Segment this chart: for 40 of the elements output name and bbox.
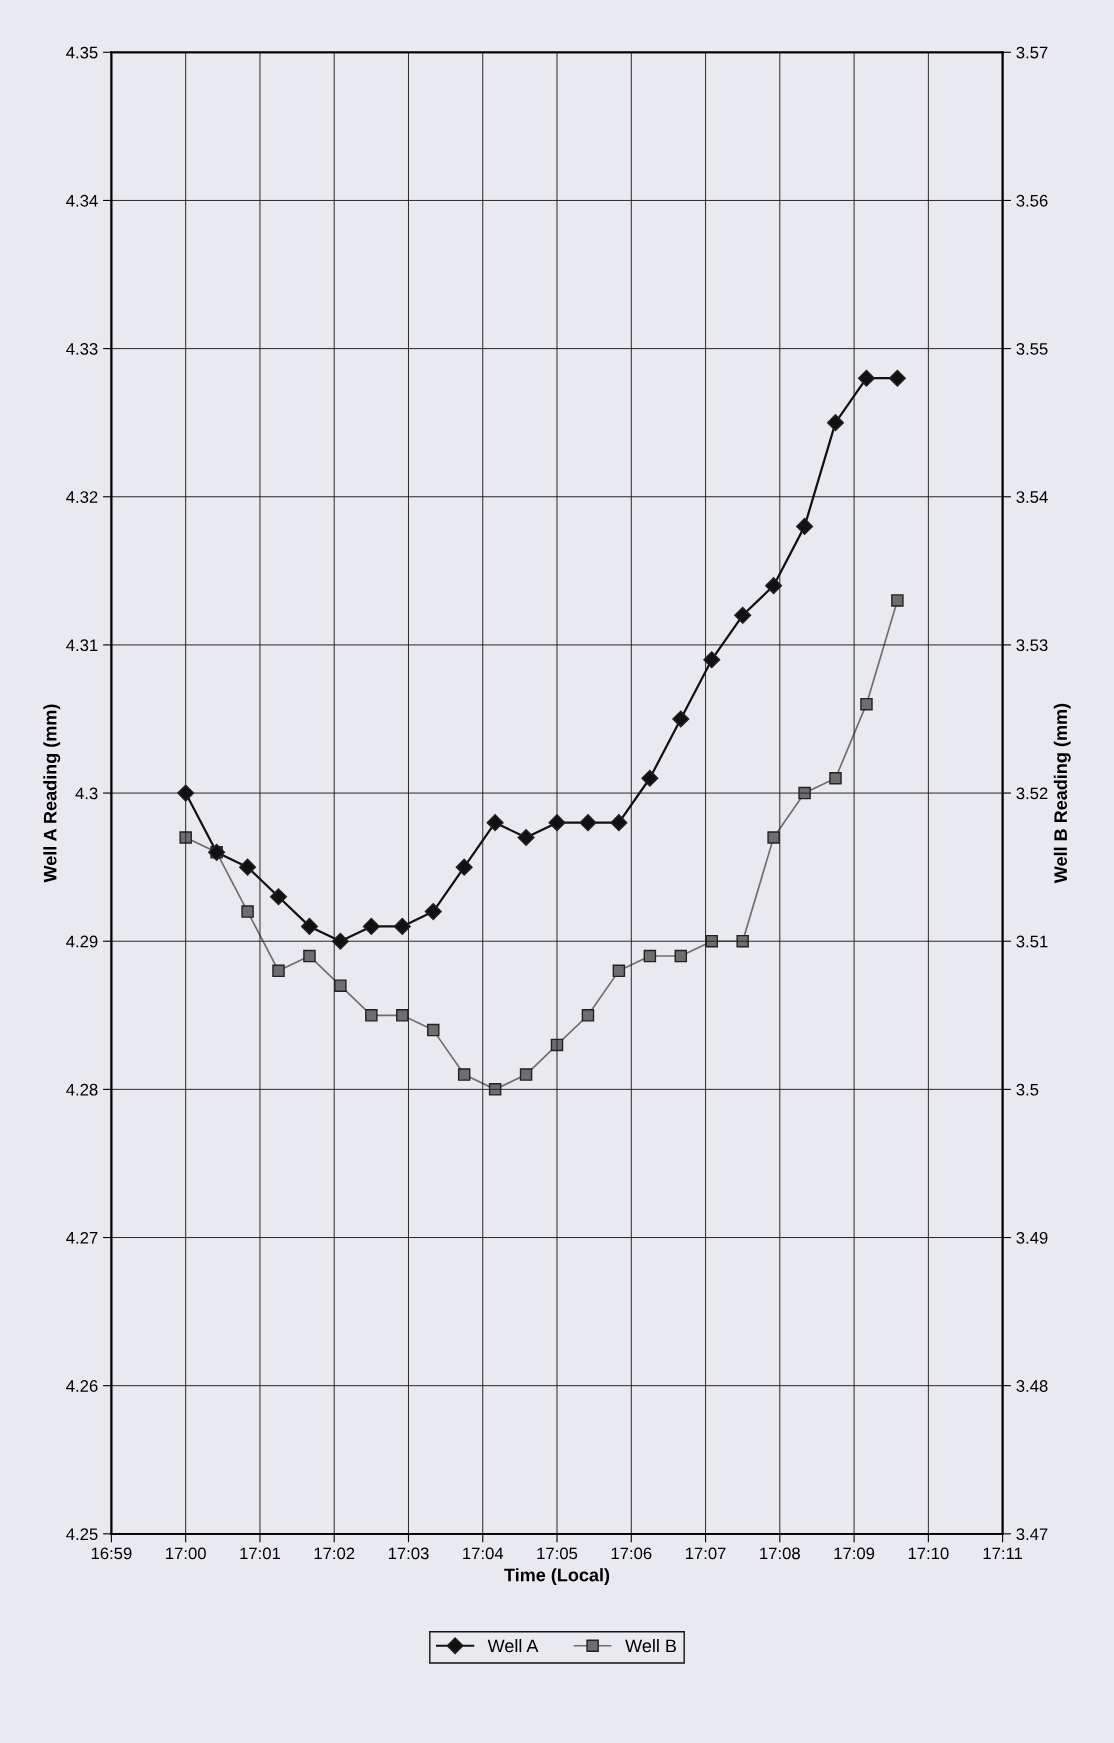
y2-tick-label: 3.55 <box>1016 343 1048 355</box>
y-tick-label: 4.27 <box>66 1231 98 1244</box>
x-tick-label: 17:05 <box>537 1547 578 1560</box>
legend-label: Well B <box>625 1638 677 1653</box>
y2-tick-label: 3.48 <box>1016 1380 1048 1392</box>
y-tick-label: 4.26 <box>66 1380 98 1392</box>
x-tick-label: 17:00 <box>166 1547 206 1560</box>
y-axis-title: Well A Reading (mm) <box>43 704 61 883</box>
x-tick-label: 17:06 <box>611 1547 652 1560</box>
x-tick-label: 17:09 <box>834 1547 875 1560</box>
x-tick-label: 17:02 <box>314 1547 355 1560</box>
y2-axis-title: Well B Reading (mm) <box>1053 703 1071 884</box>
y2-tick-label: 3.54 <box>1016 491 1048 503</box>
y2-tick-label: 3.57 <box>1016 46 1048 59</box>
y2-tick-label: 3.49 <box>1016 1231 1048 1244</box>
y-tick-label: 4.25 <box>66 1528 98 1541</box>
y2-tick-label: 3.52 <box>1016 787 1048 800</box>
y-tick-label: 4.29 <box>66 935 98 948</box>
x-tick-label: 17:11 <box>983 1547 1023 1560</box>
x-tick-label: 17:04 <box>463 1547 504 1560</box>
y-tick-label: 4.28 <box>66 1083 98 1096</box>
x-tick-label: 17:03 <box>388 1547 429 1560</box>
y-tick-label: 4.33 <box>66 343 98 355</box>
x-tick-label: 17:08 <box>760 1547 800 1560</box>
x-axis-title: Time (Local) <box>504 1568 610 1585</box>
y2-tick-label: 3.5 <box>1016 1083 1039 1096</box>
x-tick-label: 16:59 <box>91 1547 132 1560</box>
y2-tick-label: 3.53 <box>1016 639 1048 652</box>
y-tick-label: 4.31 <box>66 639 98 652</box>
y2-tick-label: 3.56 <box>1016 194 1048 207</box>
y-tick-label: 4.34 <box>66 194 98 207</box>
y2-tick-label: 3.47 <box>1016 1528 1048 1541</box>
y-tick-label: 4.3 <box>75 787 98 800</box>
y-tick-label: 4.32 <box>66 491 98 503</box>
y-tick-label: 4.35 <box>66 46 98 59</box>
legend-label: Well A <box>487 1638 539 1653</box>
x-tick-label: 17:01 <box>240 1547 281 1560</box>
y2-tick-label: 3.51 <box>1016 935 1048 948</box>
x-tick-label: 17:07 <box>685 1547 726 1560</box>
x-tick-label: 17:10 <box>908 1547 949 1560</box>
